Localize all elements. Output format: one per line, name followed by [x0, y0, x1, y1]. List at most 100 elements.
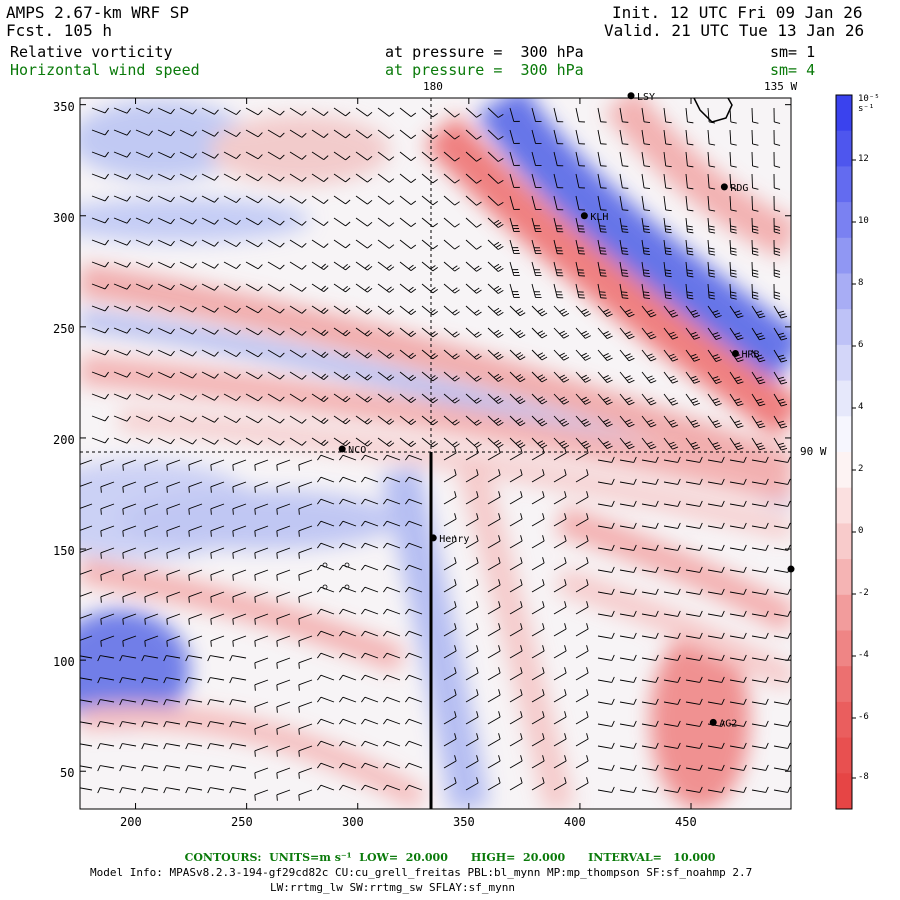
wind-barb [333, 151, 346, 161]
wind-barb-flag [100, 486, 102, 493]
wind-barb [663, 151, 667, 166]
wind-barb-flag [163, 743, 167, 750]
wind-barb-flag [730, 247, 737, 250]
wind-barb-flag [100, 574, 102, 581]
wind-barb-flag [301, 198, 307, 204]
wind-barb [245, 393, 259, 402]
wind-barb-flag [141, 699, 145, 706]
wind-barb [289, 349, 303, 358]
wind-barb [575, 474, 589, 483]
wind-barb [276, 525, 291, 532]
wind-barb-flag [493, 263, 500, 268]
wind-barb-flag [163, 699, 167, 706]
wind-barb [509, 694, 523, 703]
wind-barb-flag [188, 508, 190, 515]
wind-barb-flag [690, 331, 697, 335]
wind-barb [729, 679, 744, 683]
wind-barb-flag [774, 187, 781, 190]
wind-barb-flag [410, 266, 417, 271]
wind-barb-flag [665, 231, 672, 234]
wind-barb [685, 525, 700, 529]
wind-barb-flag [257, 418, 263, 424]
wind-barb-flag [408, 264, 414, 270]
wind-barb-flag [192, 109, 197, 115]
wind-barb-flag [665, 250, 672, 253]
wind-barb-flag [515, 418, 522, 422]
wind-barb-flag [709, 253, 716, 256]
wind-barb-flag [100, 530, 102, 537]
wind-barb-flag [104, 217, 109, 224]
wind-barb-flag [257, 396, 263, 402]
wind-barb-flag [383, 520, 388, 527]
wind-barb [364, 652, 379, 659]
wind-barb [465, 672, 479, 681]
wind-barb [421, 107, 434, 118]
wind-barb [509, 650, 523, 659]
wind-barb-flag [236, 439, 241, 445]
wind-barb-flag [643, 275, 651, 277]
wind-barb-flag [686, 247, 693, 250]
wind-barb-flag [677, 456, 681, 463]
wind-barb [223, 393, 237, 401]
wind-barb [232, 503, 247, 510]
wind-barb-flag [765, 566, 769, 573]
wind-barb-flag [721, 610, 725, 617]
wind-barb [597, 547, 612, 551]
wind-barb-flag [210, 618, 212, 625]
wind-barb [408, 674, 423, 681]
wind-barb [729, 613, 744, 617]
wind-barb [553, 584, 567, 593]
wind-barb-flag [735, 400, 742, 404]
wind-barb [311, 415, 324, 425]
wind-barb [157, 371, 171, 379]
wind-barb-flag [323, 331, 329, 336]
wind-barb [188, 613, 203, 620]
wind-barb-flag [692, 444, 699, 448]
wind-barb-flag [779, 335, 786, 338]
wind-barb-flag [257, 154, 263, 160]
wind-barb-flag [787, 610, 791, 617]
wind-barb-flag [721, 500, 725, 507]
wind-barb [157, 415, 171, 423]
wind-barb-flag [188, 486, 190, 493]
wind-barb-flag [388, 442, 395, 447]
wind-barb-flag [692, 422, 699, 426]
wind-barb-flag [276, 640, 278, 647]
wind-barb [232, 655, 247, 659]
wind-barb [553, 474, 567, 483]
wind-barb [298, 723, 313, 730]
wind-barb-flag [515, 352, 522, 356]
wind-barb-flag [301, 220, 307, 226]
station-dot [338, 445, 346, 453]
wind-barb-flag [188, 640, 190, 647]
wind-barb-flag [779, 445, 786, 448]
wind-barb-flag [699, 478, 703, 485]
wind-barb-flag [126, 372, 131, 378]
wind-barb-flag [364, 286, 370, 291]
wind-barb-flag [564, 667, 567, 674]
wind-barb [685, 305, 695, 318]
wind-barb-flag [383, 652, 388, 659]
wind-barb-flag [756, 420, 763, 424]
wind-barb-flag [585, 445, 591, 449]
wind-barb-flag [611, 676, 615, 683]
wind-barb-flag [386, 308, 392, 313]
wind-barb [342, 674, 357, 681]
wind-barb-flag [170, 416, 175, 423]
wind-barb [663, 613, 678, 617]
wind-barb-flag [561, 442, 568, 447]
wind-barb-flag [317, 718, 322, 725]
wind-barb-flag [476, 601, 479, 608]
wind-barb [619, 745, 634, 749]
wind-barb [113, 305, 128, 312]
wind-barb-flag [410, 112, 417, 117]
wind-barb [553, 672, 567, 681]
wind-barb [276, 591, 291, 598]
wind-barb-flag [498, 377, 504, 382]
wind-barb-flag [279, 418, 285, 424]
wind-barb [144, 635, 159, 642]
wind-barb [465, 650, 479, 659]
wind-barb [377, 437, 390, 447]
wind-barb-flag [564, 623, 567, 630]
wind-barb [135, 437, 150, 444]
